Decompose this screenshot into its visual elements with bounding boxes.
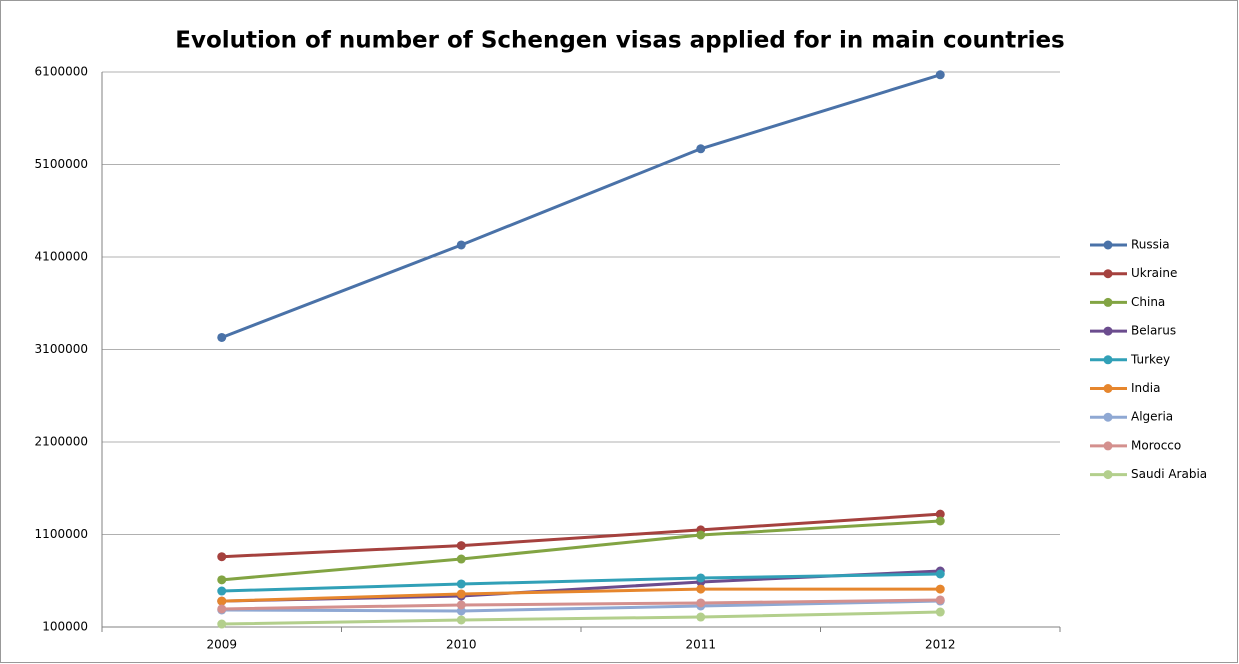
series-line	[221, 599, 941, 613]
data-point	[217, 575, 227, 585]
data-point	[935, 516, 945, 526]
legend-marker	[1103, 470, 1113, 480]
legend-marker	[1103, 384, 1113, 393]
chart-title: Evolution of number of Schengen visas ap…	[175, 28, 1065, 54]
data-point	[456, 541, 466, 551]
data-point	[696, 530, 706, 540]
data-point	[935, 569, 945, 579]
legend-label: Saudi Arabia	[1131, 467, 1207, 481]
data-point	[935, 509, 945, 519]
series-line	[221, 519, 941, 582]
data-point	[217, 596, 227, 606]
data-point	[696, 573, 706, 583]
data-point	[217, 586, 227, 596]
y-tick-label: 100000	[42, 620, 88, 634]
legend-label: China	[1131, 295, 1165, 309]
legend-marker	[1103, 269, 1113, 279]
x-tick-label: 2009	[206, 638, 237, 652]
legend-marker	[1103, 355, 1113, 365]
data-point	[935, 607, 945, 617]
data-point	[696, 584, 706, 594]
legend-label: Algeria	[1131, 410, 1173, 424]
data-point	[456, 554, 466, 564]
y-tick-label: 4100000	[35, 250, 88, 264]
data-point	[456, 615, 466, 625]
x-tick-label: 2010	[446, 638, 477, 652]
y-tick-label: 2100000	[35, 435, 88, 449]
legend-label: Belarus	[1131, 324, 1176, 338]
data-point	[456, 579, 466, 589]
data-point	[935, 70, 945, 80]
series-line	[221, 587, 941, 603]
x-tick-label: 2012	[925, 638, 956, 652]
legend-marker	[1103, 326, 1113, 336]
data-point	[456, 589, 466, 599]
data-point	[696, 612, 706, 622]
series-line	[221, 512, 941, 559]
series-line	[221, 610, 941, 626]
y-tick-label: 1100000	[35, 527, 88, 541]
legend-label: Turkey	[1130, 352, 1170, 366]
data-point	[696, 144, 706, 154]
data-point	[217, 604, 227, 614]
data-point	[217, 332, 227, 342]
data-point	[456, 600, 466, 610]
data-point	[935, 595, 945, 605]
legend-marker	[1103, 297, 1113, 307]
data-point	[935, 584, 945, 594]
data-point	[456, 240, 466, 250]
x-tick-label: 2011	[685, 638, 716, 652]
data-point	[696, 598, 706, 608]
legend-marker	[1103, 412, 1113, 422]
series-line	[221, 572, 941, 593]
legend-label: Ukraine	[1131, 266, 1177, 280]
legend-marker	[1103, 240, 1113, 250]
data-point	[217, 552, 227, 562]
y-tick-label: 3100000	[35, 342, 88, 356]
legend-label: India	[1131, 381, 1160, 395]
data-point	[217, 619, 227, 629]
series-line	[221, 73, 941, 339]
y-tick-label: 6100000	[35, 65, 88, 79]
legend-label: Russia	[1131, 238, 1170, 252]
legend-label: Morocco	[1131, 438, 1181, 452]
series-line	[221, 598, 941, 611]
y-tick-label: 5100000	[35, 157, 88, 171]
legend-marker	[1103, 441, 1113, 451]
